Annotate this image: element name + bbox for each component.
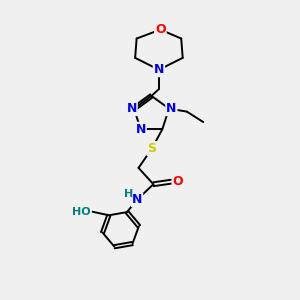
Text: N: N [154, 63, 164, 76]
Text: HO: HO [72, 207, 91, 217]
Text: O: O [172, 175, 183, 188]
Text: N: N [132, 193, 142, 206]
Text: N: N [166, 102, 177, 115]
Text: H: H [124, 189, 134, 199]
Text: O: O [155, 23, 166, 36]
Text: S: S [147, 142, 156, 155]
Text: N: N [136, 123, 146, 136]
Text: N: N [126, 102, 137, 115]
